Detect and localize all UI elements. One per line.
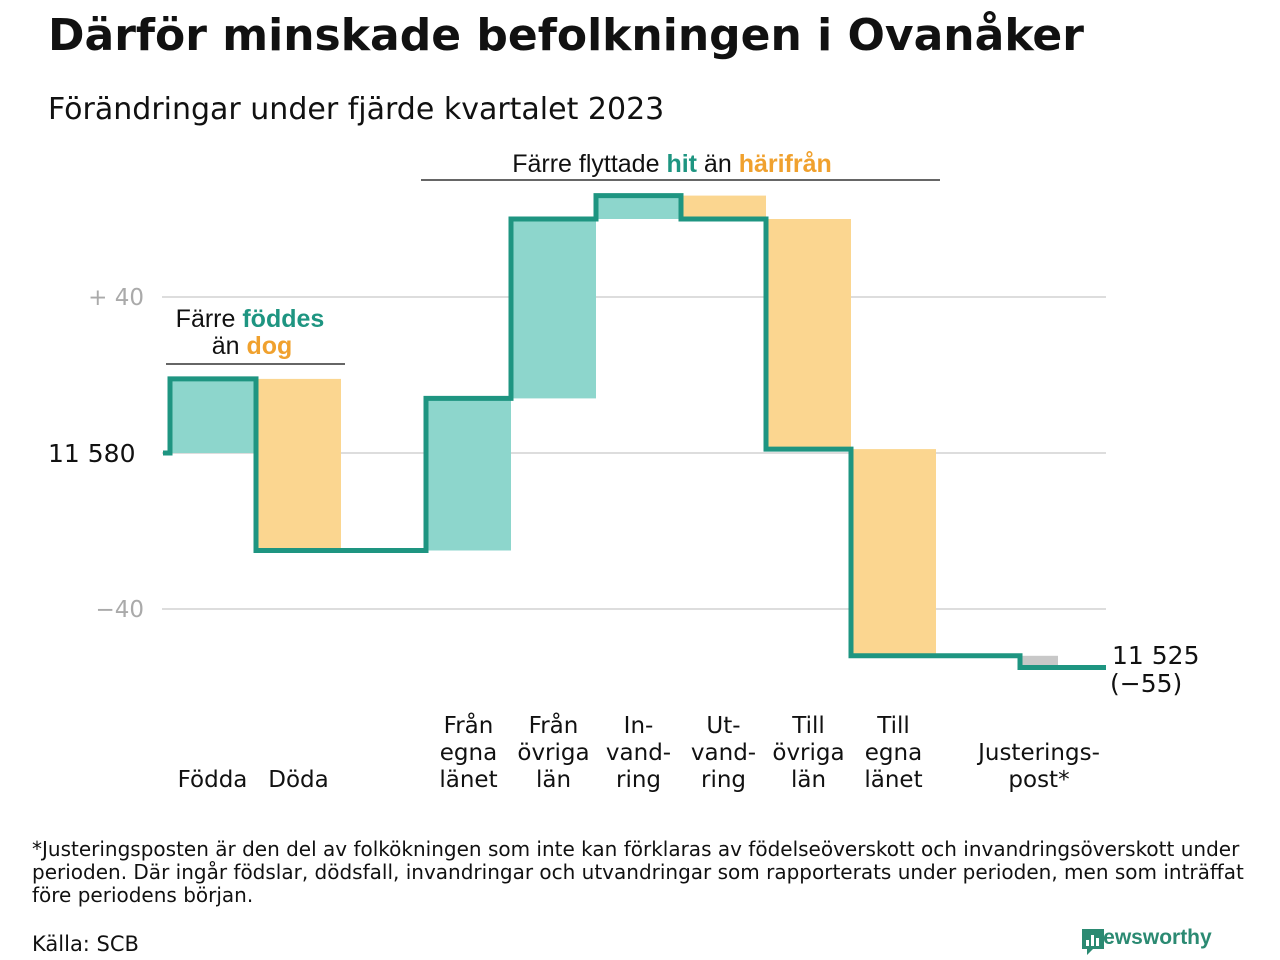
- start-value-label: 11 580: [48, 439, 135, 468]
- category-label: länet: [439, 767, 497, 793]
- bar-6: [766, 219, 851, 450]
- bar-5: [681, 195, 766, 219]
- bar-1: [256, 378, 341, 551]
- annotation-birth-death: Färre föddes: [176, 305, 325, 333]
- bar-8: [1020, 655, 1058, 668]
- brand-name: Newsworthy: [1088, 926, 1212, 949]
- bar-0: [170, 378, 255, 453]
- source-label: Källa: SCB: [32, 932, 139, 956]
- category-label: ring: [616, 767, 661, 793]
- category-label: post*: [1008, 767, 1069, 793]
- cumulative-step-line: [163, 193, 1106, 670]
- chart-title: Därför minskade befolkningen i Ovanåker: [48, 10, 1084, 61]
- bar-7: [851, 449, 936, 656]
- category-label: ring: [701, 767, 746, 793]
- annotation-migration-part: härifrån: [739, 150, 832, 178]
- category-label: Justerings-: [976, 740, 1100, 766]
- annotation-birth-death-line2-part: dog: [246, 332, 292, 360]
- brand-logo[interactable]: Newsworthy: [1080, 926, 1212, 955]
- category-label: vand-: [691, 740, 756, 766]
- category-label: Födda: [178, 767, 248, 793]
- annotation-birth-death-line2-part: än: [212, 332, 247, 360]
- end-change-label: (−55): [1110, 669, 1182, 698]
- category-label: län: [536, 767, 571, 793]
- annotation-birth-death-part: föddes: [242, 305, 324, 333]
- annotation-migration-part: Färre flyttade: [512, 150, 666, 178]
- annotation-migration-part: hit: [666, 150, 697, 178]
- chart-subtitle: Förändringar under fjärde kvartalet 2023: [48, 92, 665, 127]
- annotation-birth-death-part: Färre: [176, 305, 243, 333]
- category-label: Från: [529, 711, 579, 739]
- category-label: Från: [444, 711, 494, 739]
- category-label: länet: [864, 767, 922, 793]
- category-label: Till: [876, 713, 910, 739]
- category-label: egna: [440, 740, 497, 766]
- end-value-label: 11 525: [1112, 641, 1199, 670]
- footnote: *Justeringsposten är den del av folkökni…: [32, 837, 1244, 907]
- category-label: övriga: [772, 740, 844, 766]
- category-label: Till: [791, 713, 825, 739]
- category-label: Döda: [268, 767, 328, 793]
- newsworthy-logo-icon: [1082, 929, 1104, 955]
- category-label: In-: [624, 713, 654, 739]
- bar-2: [426, 398, 511, 551]
- category-label: övriga: [517, 740, 589, 766]
- category-label: vand-: [606, 740, 671, 766]
- category-label: Ut-: [706, 713, 740, 739]
- annotation-migration-part: än: [697, 150, 739, 178]
- y-tick-label: + 40: [88, 285, 144, 311]
- annotation-birth-death-line2: än dog: [212, 332, 293, 360]
- bar-4: [596, 195, 681, 219]
- category-label: egna: [865, 740, 922, 766]
- bar-3: [511, 219, 596, 399]
- annotation-migration: Färre flyttade hit än härifrån: [512, 150, 832, 178]
- y-tick-label: −40: [95, 597, 144, 623]
- category-label: län: [791, 767, 826, 793]
